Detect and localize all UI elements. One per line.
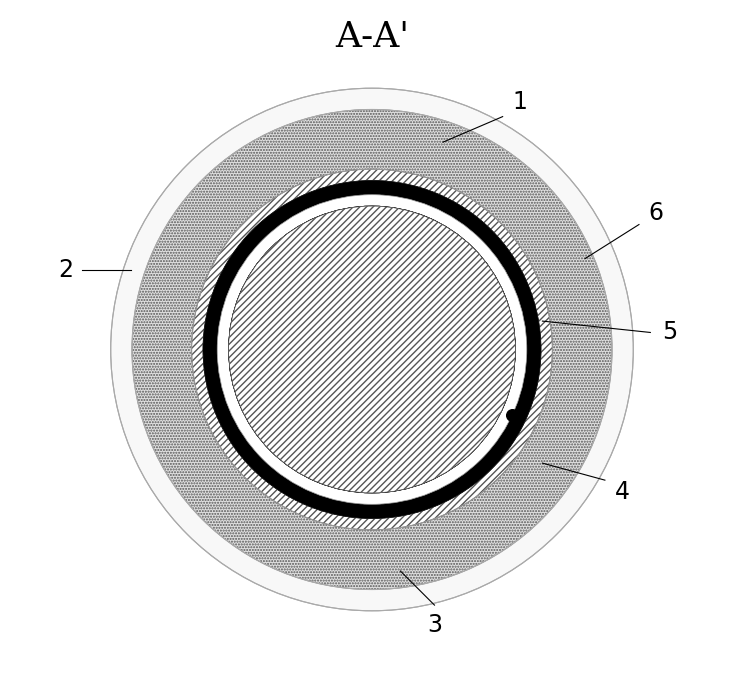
Text: 5: 5 bbox=[663, 320, 678, 345]
Circle shape bbox=[192, 169, 552, 530]
Circle shape bbox=[111, 88, 633, 611]
Circle shape bbox=[228, 206, 516, 493]
Text: A-A': A-A' bbox=[335, 20, 409, 54]
Point bbox=[507, 410, 519, 421]
Text: 4: 4 bbox=[615, 480, 629, 503]
Text: 1: 1 bbox=[513, 90, 527, 115]
Wedge shape bbox=[228, 206, 516, 493]
Text: 6: 6 bbox=[649, 201, 664, 225]
Text: 3: 3 bbox=[427, 613, 442, 637]
Text: 2: 2 bbox=[58, 258, 73, 282]
Wedge shape bbox=[111, 88, 633, 611]
Wedge shape bbox=[203, 180, 541, 519]
Wedge shape bbox=[132, 110, 612, 589]
Wedge shape bbox=[217, 195, 527, 504]
Wedge shape bbox=[192, 169, 552, 530]
Circle shape bbox=[203, 180, 541, 519]
